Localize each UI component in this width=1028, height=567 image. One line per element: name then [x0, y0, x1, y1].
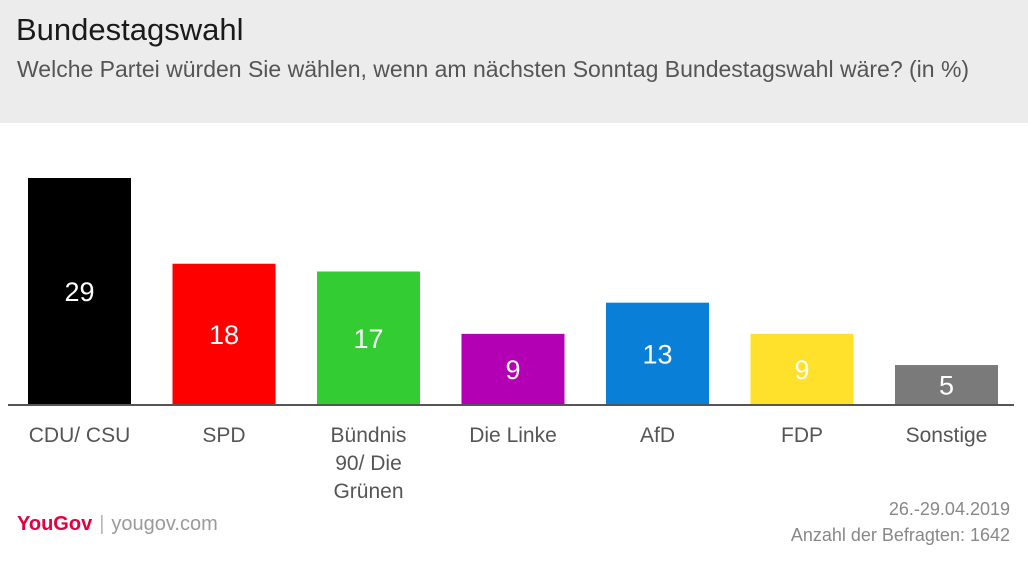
chart-header: Bundestagswahl Welche Partei würden Sie …: [0, 0, 1028, 123]
bar-value-label: 17: [353, 324, 383, 354]
bar-value-label: 9: [505, 355, 520, 385]
category-label: FDP: [781, 424, 823, 447]
bar-value-label: 9: [794, 355, 809, 385]
survey-meta: 26.-29.04.2019 Anzahl der Befragten: 164…: [791, 496, 1010, 548]
bar-chart: 29 CDU/ CSU 18 SPD 17 Bündnis 90/ Die Grünen 9 Di…: [8, 178, 1014, 503]
bar-die-linke: [461, 333, 565, 404]
logo-brand-gov: Gov: [53, 513, 93, 535]
bar-sonstige: [895, 365, 998, 404]
bar-spd: [172, 263, 276, 404]
bar-value-label: 29: [64, 277, 94, 307]
logo-separator: |: [99, 513, 105, 535]
bar-value-label: 13: [642, 339, 672, 369]
bar-value-label: 5: [939, 371, 954, 401]
survey-respondents: Anzahl der Befragten: 1642: [790, 525, 1010, 545]
category-label: SPD: [202, 424, 245, 447]
category-label: Sonstige: [906, 424, 988, 447]
logo-brand-you: You: [17, 513, 54, 535]
bar-bündnis-90-die-grünen: [317, 271, 420, 404]
yougov-logo: YouGov | yougov.com: [17, 513, 218, 536]
chart-subtitle: Welche Partei würden Sie wählen, wenn am…: [17, 56, 970, 82]
bar-fdp: [750, 333, 854, 404]
logo-site: yougov.com: [111, 513, 218, 535]
category-label: CDU/ CSU: [29, 424, 131, 447]
chart-title: Bundestagswahl: [16, 12, 244, 47]
bar-afd: [606, 302, 709, 404]
bar-value-label: 18: [209, 320, 239, 350]
category-label: Bündnis 90/ Die Grünen: [331, 424, 407, 503]
bar-cdu-csu: [28, 178, 131, 404]
category-label: AfD: [640, 424, 675, 447]
survey-date: 26.-29.04.2019: [888, 499, 1010, 519]
category-label: Die Linke: [469, 424, 557, 447]
